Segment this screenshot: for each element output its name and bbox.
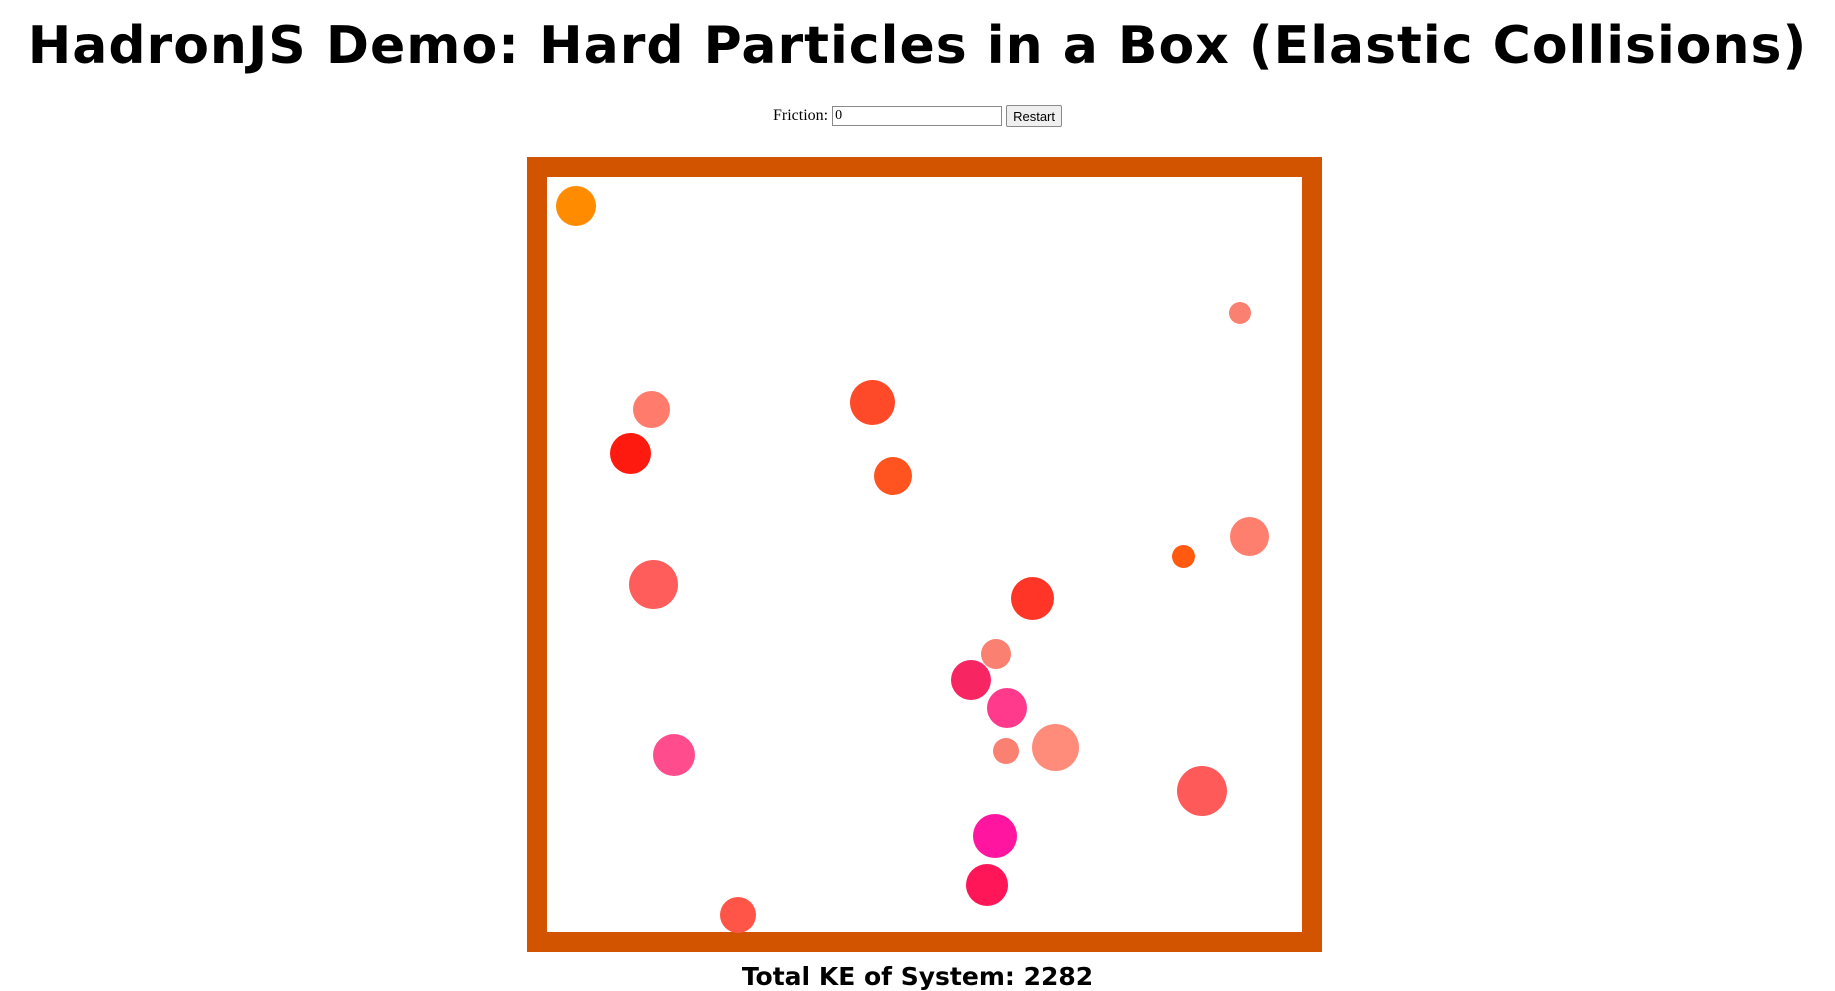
particle xyxy=(966,864,1008,906)
particle xyxy=(973,814,1017,858)
particle xyxy=(629,560,678,609)
page-title: HadronJS Demo: Hard Particles in a Box (… xyxy=(27,16,1808,76)
particle xyxy=(1177,766,1227,816)
particle xyxy=(633,391,670,428)
particle-box xyxy=(527,157,1322,952)
particle xyxy=(1229,302,1251,324)
particle xyxy=(874,457,912,495)
particle xyxy=(850,380,895,425)
particle xyxy=(951,660,991,700)
friction-label: Friction: xyxy=(772,107,829,124)
particle xyxy=(1230,517,1269,556)
particle xyxy=(1172,545,1195,568)
particle xyxy=(610,433,651,474)
particle xyxy=(653,734,695,776)
particle xyxy=(987,688,1027,728)
particle xyxy=(556,186,596,226)
restart-button[interactable]: Restart xyxy=(1006,105,1062,127)
particle xyxy=(981,639,1011,669)
particle xyxy=(720,897,756,933)
controls-bar: Friction: Restart xyxy=(0,105,1835,127)
particle xyxy=(1032,724,1079,771)
friction-input[interactable] xyxy=(832,106,1003,126)
total-ke-readout: Total KE of System: 2282 xyxy=(741,962,1094,991)
particle xyxy=(1011,577,1054,620)
particle xyxy=(993,738,1019,764)
